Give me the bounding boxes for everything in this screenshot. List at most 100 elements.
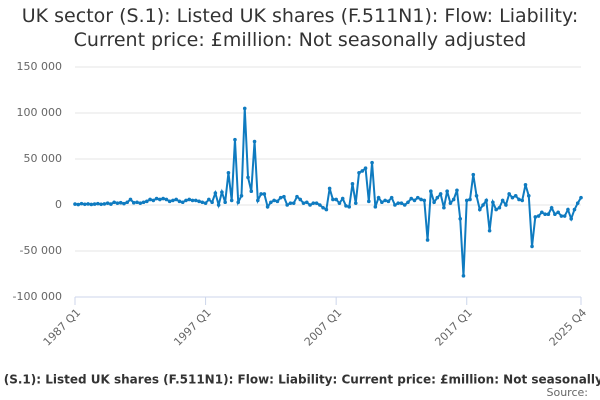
point — [158, 197, 162, 202]
point — [298, 197, 303, 202]
point — [76, 202, 81, 207]
point — [151, 198, 156, 203]
point — [533, 215, 538, 219]
point — [288, 201, 293, 205]
point — [543, 212, 547, 216]
point — [171, 198, 175, 203]
point — [242, 106, 247, 111]
point — [161, 196, 165, 201]
point — [468, 197, 472, 202]
point — [504, 203, 508, 207]
point — [249, 189, 254, 193]
point — [494, 207, 498, 212]
point — [331, 197, 335, 202]
point — [507, 192, 511, 196]
point — [497, 205, 502, 210]
x-tick-label: 1987 Q1 — [41, 306, 84, 349]
point — [314, 201, 319, 205]
point — [513, 194, 518, 198]
point — [239, 194, 244, 198]
point — [360, 169, 365, 173]
point — [259, 192, 263, 196]
point — [422, 198, 427, 203]
point — [579, 195, 583, 200]
point — [350, 182, 355, 186]
point — [197, 199, 201, 204]
point — [92, 202, 97, 206]
point — [520, 198, 525, 203]
point — [79, 201, 84, 206]
point — [148, 197, 152, 202]
point — [481, 203, 485, 207]
footnote: UK sector (S.1): Listed UK shares (F.511… — [0, 373, 600, 387]
point — [99, 202, 103, 207]
point — [451, 197, 456, 202]
point — [213, 191, 218, 195]
point — [324, 207, 329, 212]
y-tick-label: -50 000 — [20, 244, 62, 257]
point — [562, 214, 567, 218]
point — [327, 186, 332, 191]
point — [207, 197, 211, 202]
point — [549, 205, 554, 210]
point — [311, 201, 316, 205]
point — [200, 200, 205, 205]
point — [510, 195, 515, 200]
point — [553, 212, 557, 216]
point — [210, 200, 214, 205]
point — [265, 205, 270, 209]
point — [409, 196, 414, 201]
point — [575, 201, 580, 205]
point — [180, 200, 185, 205]
point — [187, 197, 192, 202]
point — [131, 200, 136, 205]
point — [412, 198, 417, 203]
point — [530, 244, 534, 249]
y-tick-label: 50 000 — [24, 152, 63, 165]
x-tick-label: 2025 Q4 — [547, 306, 590, 349]
point — [295, 194, 299, 199]
point — [347, 205, 352, 209]
point — [484, 198, 489, 203]
source: Source: — [547, 386, 589, 399]
point — [425, 238, 430, 242]
point — [370, 160, 374, 165]
point — [334, 197, 338, 202]
point — [112, 200, 116, 205]
point — [380, 200, 384, 205]
point — [464, 198, 469, 203]
point — [73, 202, 77, 206]
point — [445, 189, 449, 193]
point — [304, 200, 309, 205]
point — [540, 210, 544, 215]
point — [184, 198, 188, 203]
point — [223, 200, 227, 205]
point — [318, 203, 322, 207]
point — [363, 166, 368, 170]
point — [177, 199, 182, 204]
point — [415, 195, 420, 200]
point — [442, 205, 446, 210]
point — [526, 194, 531, 198]
point — [229, 198, 234, 203]
point — [246, 175, 250, 180]
point — [291, 201, 296, 205]
point — [396, 201, 400, 205]
point — [523, 182, 528, 187]
point — [517, 197, 521, 202]
point — [220, 190, 224, 194]
point — [154, 196, 159, 201]
point — [474, 194, 479, 198]
x-tick-label: 2017 Q1 — [432, 306, 475, 349]
point — [203, 201, 208, 205]
point — [357, 171, 361, 175]
point — [115, 201, 120, 205]
point — [216, 203, 221, 207]
point — [402, 203, 407, 207]
point — [285, 203, 289, 207]
chart-title: UK sector (S.1): Listed UK shares (F.511… — [21, 5, 579, 51]
point — [353, 201, 358, 205]
point — [572, 207, 577, 212]
point — [376, 195, 381, 200]
